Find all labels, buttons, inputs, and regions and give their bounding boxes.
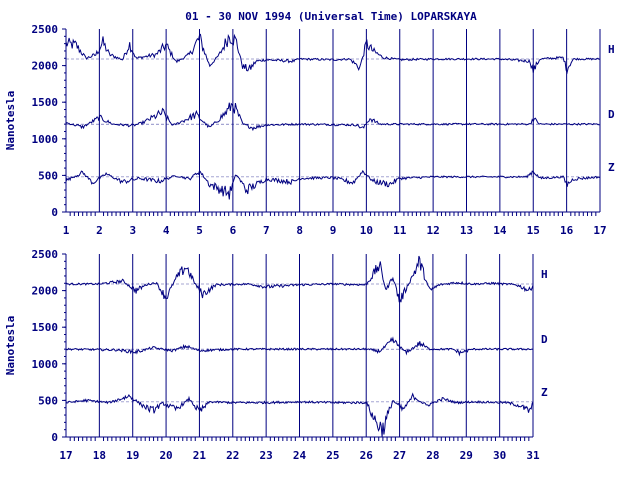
- y-tick-label: 1000: [32, 358, 59, 371]
- x-tick-label: 21: [193, 449, 207, 462]
- x-tick-label: 3: [129, 224, 136, 237]
- chart-title: 01 - 30 NOV 1994 (Universal Time) LOPARS…: [185, 10, 477, 23]
- x-tick-label: 29: [460, 449, 473, 462]
- y-tick-label: 2000: [32, 60, 59, 73]
- y-tick-label: 500: [38, 394, 58, 407]
- x-tick-label: 10: [360, 224, 373, 237]
- y-tick-label: 1500: [32, 321, 59, 334]
- x-tick-label: 2: [96, 224, 103, 237]
- x-tick-label: 30: [493, 449, 506, 462]
- panel-bottom: 0 500 1000 1500 2000 2500 17 18 19 20 21 22 23 24 25 26…: [4, 248, 548, 462]
- x-tick-label: 20: [159, 449, 172, 462]
- series-label-z: Z: [608, 161, 615, 174]
- x-tick-label: 31: [526, 449, 540, 462]
- y-axis-label: Nanotesla: [4, 91, 17, 151]
- x-tick-label: 26: [360, 449, 374, 462]
- series-h-trace: [65, 255, 534, 303]
- x-tick-label: 4: [163, 224, 170, 237]
- x-tick-label: 12: [427, 224, 440, 237]
- series-label-h: H: [541, 268, 548, 281]
- x-tick-label: 24: [293, 449, 307, 462]
- x-tick-label: 23: [260, 449, 273, 462]
- x-tick-label: 27: [393, 449, 406, 462]
- x-tick-label: 11: [393, 224, 407, 237]
- x-tick-label: 9: [330, 224, 337, 237]
- x-tick-label: 25: [326, 449, 339, 462]
- y-tick-label: 1000: [32, 133, 59, 146]
- series-z-trace: [65, 392, 534, 438]
- x-tick-label: 5: [196, 224, 203, 237]
- y-tick-label: 0: [51, 206, 58, 219]
- y-tick-label: 2500: [32, 248, 59, 261]
- x-tick-label: 1: [63, 224, 70, 237]
- x-tick-label: 16: [560, 224, 574, 237]
- x-tick-label: 14: [493, 224, 507, 237]
- series-label-z: Z: [541, 386, 548, 399]
- x-tick-label: 13: [460, 224, 473, 237]
- x-tick-label: 22: [226, 449, 239, 462]
- y-tick-label: 500: [38, 169, 58, 182]
- x-tick-label: 28: [426, 449, 439, 462]
- y-tick-label: 0: [51, 431, 58, 444]
- x-tick-label: 19: [126, 449, 139, 462]
- x-tick-label: 17: [59, 449, 72, 462]
- series-label-h: H: [608, 43, 615, 56]
- y-axis-label: Nanotesla: [4, 316, 17, 376]
- series-label-d: D: [541, 333, 548, 346]
- x-tick-label: 8: [296, 224, 303, 237]
- x-tick-label: 6: [230, 224, 237, 237]
- y-tick-label: 2000: [32, 285, 59, 298]
- y-tick-label: 2500: [32, 23, 59, 36]
- x-tick-label: 17: [593, 224, 606, 237]
- x-tick-label: 18: [93, 449, 106, 462]
- x-tick-label: 7: [263, 224, 270, 237]
- x-tick-label: 15: [527, 224, 540, 237]
- y-tick-label: 1500: [32, 96, 59, 109]
- series-label-d: D: [608, 108, 615, 121]
